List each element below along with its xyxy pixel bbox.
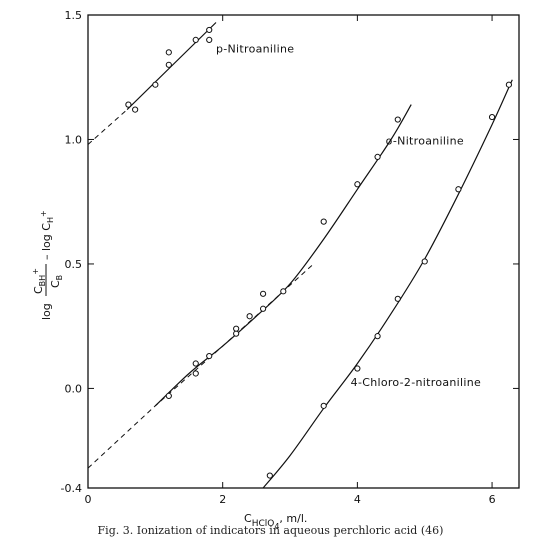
data-point (320, 402, 327, 409)
data-point (206, 26, 213, 34)
y-tick-label: 1.5 (65, 9, 83, 22)
y-tick-label: -0.4 (61, 482, 82, 495)
data-point (259, 290, 267, 297)
figure-caption: Fig. 3. Ionization of indicators in aque… (97, 524, 444, 537)
y-label-numerator: CBH+ (31, 268, 47, 294)
series-group (87, 22, 513, 489)
data-point (320, 218, 327, 225)
y-axis-label: log CBH+CB – log CH+ (31, 210, 64, 320)
data-point (206, 36, 213, 43)
x-tick-label: 4 (354, 493, 361, 506)
data-point (266, 472, 273, 479)
data-point (394, 116, 401, 123)
series-2 (262, 79, 513, 489)
y-label-denominator: CB (49, 275, 64, 288)
data-point (374, 153, 381, 160)
plot-area (87, 14, 520, 489)
data-point (374, 333, 381, 340)
x-axis-label: CHClO4, m/l. (244, 512, 307, 531)
series-annotation: p-Nitroaniline (216, 42, 294, 55)
data-point (165, 49, 172, 56)
data-point (259, 305, 267, 312)
data-point (354, 181, 361, 188)
data-point (455, 186, 462, 193)
data-point (354, 365, 361, 372)
data-point (233, 325, 240, 332)
data-point (488, 113, 496, 121)
data-point (165, 392, 172, 399)
x-tick-label: 0 (85, 493, 92, 506)
y-tick-label: 0.0 (65, 382, 83, 395)
y-label-log: log (40, 303, 53, 320)
y-tick-label: 0.5 (65, 258, 83, 271)
annotations: p-Nitroaniline o-Nitroaniline 4-Chloro-2-n… (216, 42, 481, 389)
fit-curve (262, 79, 513, 489)
data-point (394, 295, 401, 302)
data-point (233, 330, 240, 337)
data-point (505, 81, 512, 88)
data-point (165, 61, 172, 68)
data-point (192, 360, 199, 367)
data-point (192, 36, 199, 43)
data-point (192, 370, 199, 377)
data-point (246, 313, 253, 320)
data-point (421, 258, 428, 265)
series-annotation: o-Nitroaniline (386, 134, 464, 147)
y-label-log-h: – log CH+ (39, 210, 55, 260)
series-annotation: 4-Chloro-2-nitroaniline (351, 376, 481, 389)
data-point (206, 352, 213, 360)
fit-curve (154, 104, 412, 407)
x-tick-label: 6 (489, 493, 496, 506)
data-point (152, 81, 159, 88)
axes: 0 2 4 6 -0.4 0.0 0.5 1.0 1.5 (61, 9, 519, 506)
plot-frame (87, 14, 520, 489)
axis-labels: CHClO4, m/l. log CBH+CB – log CH+ (31, 210, 307, 531)
series-0 (87, 22, 217, 145)
x-tick-label: 2 (219, 493, 226, 506)
data-point (280, 288, 287, 295)
y-tick-label: 1.0 (65, 133, 83, 146)
data-point (125, 101, 132, 108)
data-point (132, 106, 139, 113)
series-1 (87, 104, 412, 469)
